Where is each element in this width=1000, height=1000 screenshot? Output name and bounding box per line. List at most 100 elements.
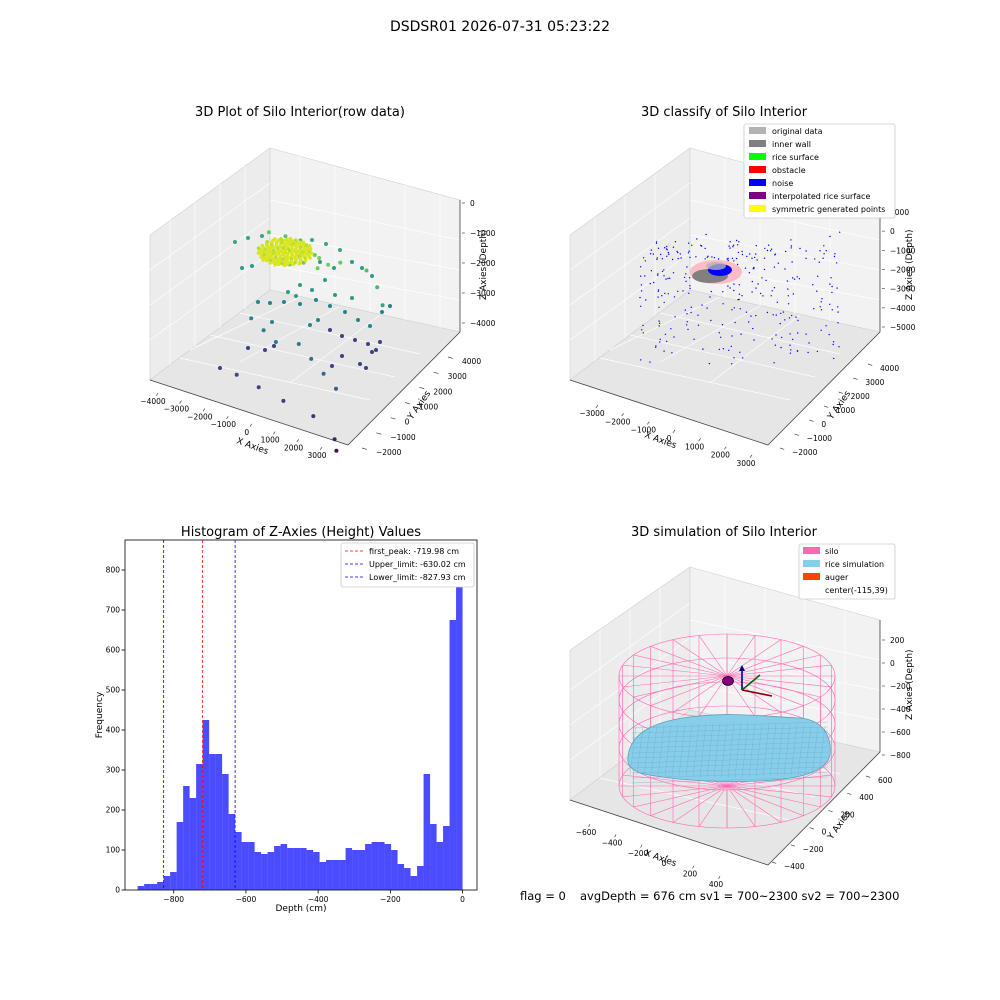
panel2-noise-point [791, 314, 793, 317]
panel2-legend-swatch [749, 179, 766, 186]
panel1-point [366, 342, 370, 346]
panel1-point [276, 262, 281, 267]
panel4-x-tick: 0 [662, 859, 667, 868]
panel2-noise-point [786, 280, 789, 282]
panel2-noise-point [837, 311, 839, 313]
panel2-z-tick: 0 [890, 227, 895, 236]
panel4-silo-line [726, 635, 756, 677]
panel1-point [310, 238, 314, 242]
panel4-silo-line [726, 664, 832, 677]
panel1-point [298, 240, 302, 245]
panel4-mesh-line [631, 741, 829, 749]
panel2-noise-point [640, 305, 642, 307]
panel4-z-ticks: 200 0 −200 −400 −600 −800 [882, 636, 911, 760]
panel1-point [240, 266, 244, 270]
panel2-noise-point [819, 306, 821, 308]
panel2-z-tick: −2000 [890, 266, 916, 275]
panel2-noise-point [796, 350, 799, 352]
panel4-silo-line [726, 785, 804, 816]
panel3-bar [241, 842, 249, 890]
panel2-noise-point [649, 282, 651, 285]
panel2-y-tick: 4000 [880, 364, 899, 373]
panel2-noise-point [688, 277, 691, 279]
panel2-noise-point [689, 256, 691, 259]
panel1-point [303, 258, 308, 263]
panel2-noise-point [689, 285, 691, 287]
panel2-x-tick-mark [749, 454, 753, 459]
panel3-bar [384, 844, 392, 890]
panel4-mesh-line [818, 726, 826, 775]
panel2-noise-point [823, 245, 825, 247]
panel4-z-tick: 200 [890, 636, 905, 645]
panel4-x-tick-mark [692, 865, 695, 869]
panel2-noise-point [777, 262, 779, 264]
panel2-noise-point [682, 290, 684, 292]
panel3-bar [280, 844, 288, 890]
panel2-noise-point [672, 246, 675, 248]
panel-histogram: Histogram of Z-Axies (Height) Values −80… [95, 525, 478, 914]
panel2-noise-point [761, 277, 763, 279]
panel2-legend-label: interpolated rice surface [772, 192, 870, 201]
panel2-noise-point [784, 319, 786, 321]
panel2-noise-point [752, 327, 754, 330]
panel3-y-tick: 400 [106, 726, 121, 735]
panel2-noise-point [697, 324, 700, 326]
panel4-mesh-line [631, 746, 829, 754]
panel4-legend-label: silo [825, 547, 839, 556]
panel2-noise-point [722, 348, 725, 350]
panel4-silo-line [622, 774, 728, 787]
panel1-z-tick: −3000 [470, 289, 496, 298]
panel2-noise-point [769, 250, 772, 252]
panel3-bar [319, 862, 327, 890]
panel2-legend-swatch [749, 166, 766, 173]
panel3-y-tick: 100 [106, 846, 121, 855]
panel3-x-tick: −400 [308, 895, 329, 904]
panel2-noise-point [834, 253, 836, 255]
panel2-cluster [690, 260, 742, 284]
panel3-bar [326, 860, 333, 890]
panel4-mesh-line [692, 723, 700, 777]
panel2-noise-point [790, 349, 792, 351]
panel2-noise-point [720, 336, 722, 338]
panel3-bar [150, 884, 158, 890]
panel2-noise-point [763, 268, 766, 271]
panel1-point [328, 304, 332, 308]
panel1-point [281, 398, 286, 403]
panel2-noise-point [669, 277, 671, 279]
panel3-bar [345, 848, 353, 890]
panel2-noise-point [780, 312, 782, 315]
panel2-noise-point [670, 328, 672, 330]
panel2-noise-point [832, 343, 834, 346]
panel2-y-tick-mark [838, 391, 843, 394]
panel4-x-tick: 200 [683, 870, 698, 879]
panel2-noise-point [686, 313, 688, 315]
panel2-noise-point [748, 272, 751, 274]
panel1-point [297, 261, 302, 266]
panel2-y-tick-mark [809, 419, 814, 422]
panel2-noise-point [836, 287, 838, 289]
panel3-ylabel: Frequency [95, 691, 105, 738]
panel2-noise-point [820, 301, 822, 303]
panel4-y-tick: 200 [840, 810, 855, 819]
panel2-noise-point [680, 257, 682, 259]
panel4-mesh-line [699, 723, 707, 778]
panel4-mesh-line [629, 726, 637, 775]
panel2-noise-point [655, 241, 658, 243]
panel2-noise-point [799, 247, 801, 250]
panel2-noise-point [837, 322, 839, 324]
panel1-point [281, 257, 285, 262]
panel2-legend-swatch [749, 153, 766, 160]
panel2-noise-point [781, 336, 783, 339]
panel1-point [218, 366, 222, 370]
panel2-noise-point [645, 299, 647, 301]
panel2-noise-point [664, 247, 666, 249]
panel2-noise-point [839, 231, 841, 233]
panel3-bar [410, 876, 418, 890]
panel2-noise-point [788, 317, 791, 319]
panel3-bar [365, 844, 372, 890]
panel4-z-tick: −400 [890, 705, 911, 714]
panel1-point [333, 293, 337, 297]
panel4-silo-line [698, 675, 728, 717]
panel1-point [304, 243, 309, 247]
panel2-noise-point [757, 283, 759, 285]
